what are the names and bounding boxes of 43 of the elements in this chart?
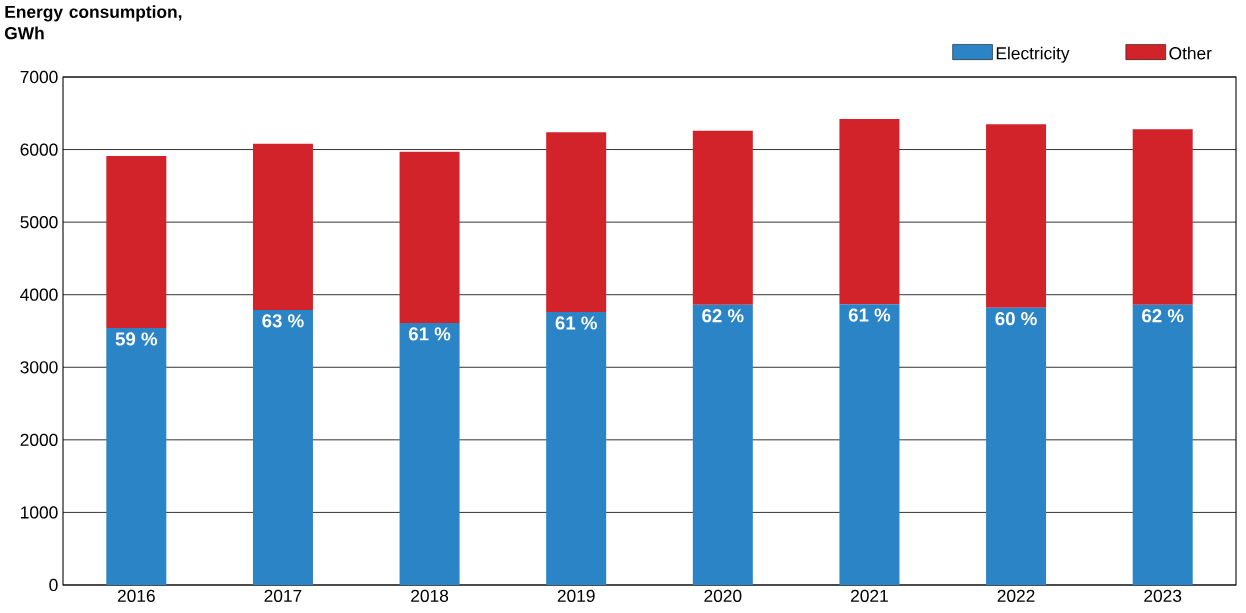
bar: [692, 130, 753, 305]
x-tick-label: 2017: [264, 589, 302, 602]
y-tick-label: 7000: [20, 70, 58, 84]
y-tick-label: 3000: [20, 361, 58, 374]
y-axis-title: Energy consumption, GWh: [4, 5, 182, 40]
bar: [692, 304, 753, 585]
x-tick-label: 2021: [851, 589, 888, 602]
annotation: 61 %: [408, 327, 451, 341]
bar: [106, 328, 167, 585]
legend-label: Electricity: [996, 46, 1070, 63]
annotation: 60 %: [995, 312, 1037, 326]
y-tick-label: 0: [49, 578, 58, 592]
bar: [252, 143, 313, 310]
y-tick-label: 2000: [20, 433, 58, 446]
bar: [399, 323, 460, 585]
bar: [839, 304, 900, 585]
bar: [106, 156, 167, 329]
y-tick-label: 5000: [20, 215, 58, 229]
annotation: 62 %: [1142, 309, 1184, 323]
annotation: 61 %: [848, 308, 891, 322]
y-tick-label: 6000: [20, 143, 58, 156]
legend-label: Other: [1169, 46, 1212, 60]
x-tick-label: 2023: [1144, 589, 1182, 602]
annotation: 62 %: [702, 309, 744, 323]
bar: [546, 312, 607, 585]
bar: [986, 124, 1047, 308]
bar: [252, 309, 313, 585]
annotation: 63 %: [262, 314, 304, 328]
x-tick-label: 2018: [411, 589, 449, 602]
annotation: 61 %: [555, 316, 597, 330]
x-tick-label: 2022: [997, 589, 1035, 602]
x-tick-label: 2020: [704, 589, 742, 602]
bar: [839, 119, 900, 305]
x-tick-label: 2016: [117, 589, 155, 602]
bar: [1132, 129, 1193, 305]
bar: [1132, 304, 1193, 585]
x-tick-label: 2019: [557, 589, 595, 602]
bar: [399, 151, 460, 324]
bar: [986, 307, 1047, 585]
bar: [546, 132, 607, 313]
y-tick-label: 4000: [20, 288, 58, 301]
y-tick-label: 1000: [21, 506, 58, 519]
annotation: 59 %: [115, 332, 158, 346]
